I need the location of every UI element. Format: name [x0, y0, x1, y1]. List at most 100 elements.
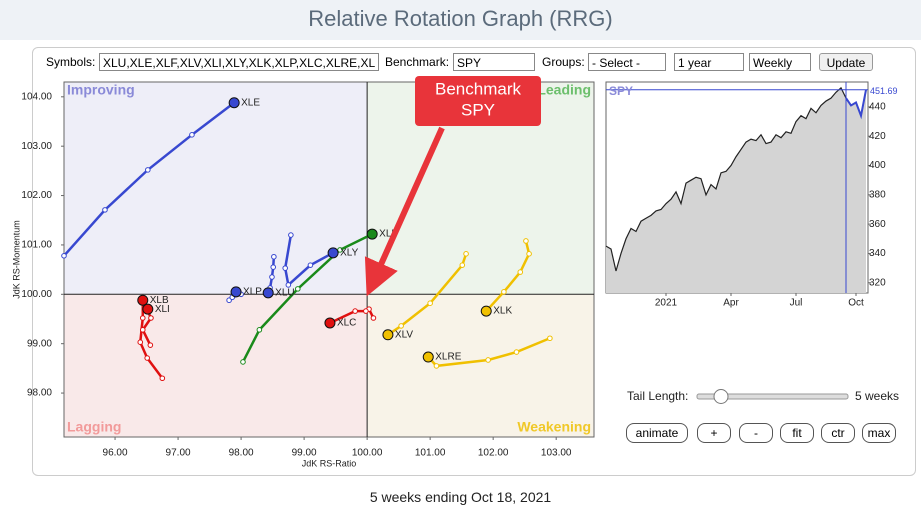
slider-track	[696, 393, 849, 400]
symbols-label: Symbols:	[46, 55, 96, 69]
tail-point	[102, 207, 108, 213]
annotation-arrow	[364, 126, 445, 297]
tail-point	[282, 265, 289, 271]
tail-point	[427, 300, 433, 306]
head-point	[366, 228, 378, 240]
tail-point	[144, 355, 150, 361]
tail-point	[285, 282, 292, 288]
tail-point	[307, 262, 314, 268]
control-button[interactable]: -	[739, 423, 773, 443]
tail-point	[352, 308, 358, 314]
update-button[interactable]: Update	[819, 53, 873, 71]
symbols-input[interactable]: XLU,XLE,XLF,XLV,XLI,XLY,XLK,XLP,XLC,XLRE…	[99, 53, 379, 71]
y-tick-label: 360	[869, 219, 886, 230]
point-label: XLU	[275, 287, 294, 298]
y-tick-label: 101.00	[21, 240, 52, 251]
tail-point	[517, 269, 524, 275]
y-tick-label: 100.00	[21, 289, 52, 300]
tail-point	[139, 327, 146, 333]
head-point	[142, 303, 154, 315]
x-tick-label: 96.00	[103, 448, 128, 459]
tail-point	[513, 349, 520, 355]
head-point	[137, 294, 149, 306]
groups-select[interactable]: - Select -	[588, 53, 666, 71]
head-point	[262, 287, 274, 299]
point-label: XLF	[379, 229, 397, 240]
quadrant-label: Lagging	[67, 419, 121, 435]
tail-point	[270, 264, 277, 270]
y-tick-label: 400	[869, 160, 886, 171]
area	[606, 87, 866, 293]
tail-point	[271, 253, 277, 260]
y-tick-label: 98.00	[27, 388, 52, 399]
head-point	[382, 329, 394, 341]
point-label: XLB	[150, 295, 169, 306]
y-tick-label: 320	[869, 277, 886, 288]
line	[605, 86, 867, 272]
tail-point	[433, 363, 440, 369]
control-button[interactable]: +	[697, 423, 731, 443]
control-button[interactable]: ctr	[821, 423, 855, 443]
tail-point	[526, 251, 532, 257]
tail-label: Tail Length:	[627, 389, 688, 403]
x-tick-label: 100.00	[352, 448, 383, 459]
tail-point	[145, 167, 151, 173]
x-tick-label: 103.00	[541, 448, 572, 459]
benchmark-input[interactable]: SPY	[453, 53, 535, 71]
y-tick-label: 420	[869, 131, 886, 142]
head-point	[480, 305, 492, 317]
control-button[interactable]: animate	[626, 423, 688, 443]
quadrant-label: Leading	[537, 82, 591, 98]
tail-value: 5 weeks	[855, 389, 899, 403]
tail-point	[398, 323, 404, 329]
last-value-label: 451.69	[870, 86, 898, 96]
head-point	[230, 286, 242, 298]
point-label: XLC	[337, 318, 356, 329]
y-tick-label: 440	[869, 102, 886, 113]
y-tick-label: 99.00	[27, 338, 52, 349]
y-tick-label: 104.00	[21, 91, 52, 102]
tail-point	[288, 232, 294, 238]
x-tick-label: Oct	[848, 298, 864, 309]
frequency-select[interactable]: Weekly	[749, 53, 811, 71]
tail-point	[370, 315, 377, 321]
point-label: XLY	[340, 247, 358, 258]
control-button[interactable]: fit	[780, 423, 814, 443]
chart-title: SPY	[609, 84, 633, 98]
y-axis-label: JdK RS-Momentum	[11, 220, 21, 299]
slider-knob[interactable]	[713, 389, 729, 404]
tail-point	[501, 289, 507, 295]
control-button[interactable]: max	[862, 423, 896, 443]
x-tick-label: 99.00	[292, 448, 317, 459]
tail-point	[139, 315, 146, 321]
head-point	[228, 97, 240, 109]
period-select[interactable]: 1 year	[674, 53, 744, 71]
plot-frame	[63, 81, 595, 438]
annotation-box	[415, 76, 541, 126]
quadrant-improving	[64, 82, 368, 295]
tail-point	[256, 327, 263, 333]
point-label: XLP	[243, 286, 262, 297]
tail-line	[845, 89, 867, 120]
tail-point	[295, 286, 301, 292]
quadrant-lagging	[64, 294, 368, 437]
tail-point	[61, 252, 67, 259]
quadrant-label: Weakening	[517, 419, 591, 435]
tail-point	[189, 132, 195, 138]
x-tick-label: 101.00	[415, 448, 446, 459]
head-point	[422, 351, 434, 363]
x-tick-label: 2021	[655, 298, 678, 309]
point-label: XLE	[241, 97, 260, 108]
head-point	[327, 247, 339, 259]
y-tick-label: 102.00	[21, 190, 52, 201]
y-tick-label: 103.00	[21, 141, 52, 152]
quadrant-label: Improving	[67, 82, 135, 98]
x-axis-label: JdK RS-Ratio	[302, 458, 357, 468]
point-label: XLK	[493, 306, 512, 317]
page-title: Relative Rotation Graph (RRG)	[308, 6, 613, 31]
benchmark-label: Benchmark:	[385, 55, 450, 69]
y-tick-label: 380	[869, 189, 886, 200]
tail-point	[147, 342, 154, 348]
